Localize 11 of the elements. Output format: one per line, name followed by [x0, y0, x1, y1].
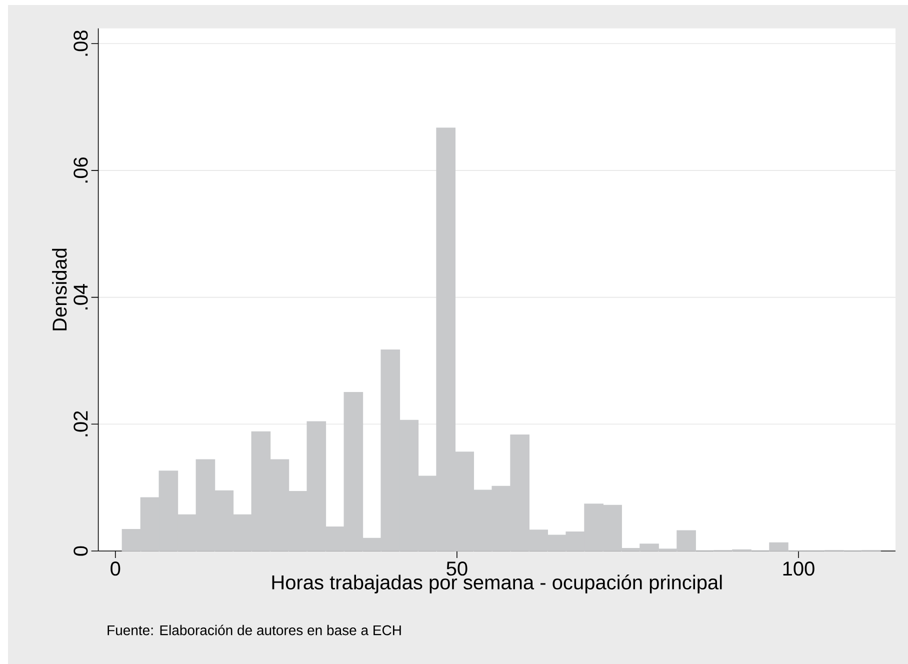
x-tick-label: 0	[110, 562, 120, 576]
source-note: Fuente: Elaboración de autores en base a ECH	[108, 624, 401, 636]
y-tick-label: .04	[74, 284, 88, 310]
x-tick-label: 50	[446, 562, 468, 576]
y-tick-label: 0	[74, 546, 88, 556]
y-tick-label: .02	[74, 411, 88, 436]
x-tick-label: 100	[783, 562, 814, 576]
x-axis-title: Horas trabajadas por semana - ocupación principal	[272, 574, 722, 594]
y-axis-title: Densidad	[52, 248, 67, 330]
y-tick-label: .08	[74, 30, 88, 56]
y-tick-label: .06	[74, 157, 88, 183]
